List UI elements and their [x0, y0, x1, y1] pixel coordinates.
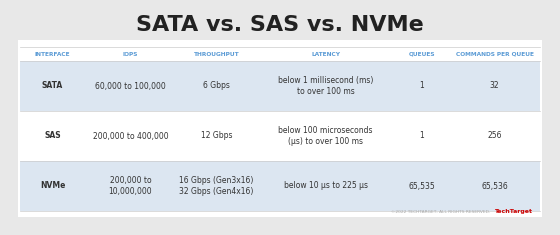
Text: SATA: SATA	[42, 82, 63, 90]
Text: INTERFACE: INTERFACE	[35, 51, 71, 56]
Text: below 10 μs to 225 μs: below 10 μs to 225 μs	[283, 181, 367, 191]
Text: 65,536: 65,536	[481, 181, 508, 191]
Text: QUEUES: QUEUES	[408, 51, 435, 56]
Text: SATA vs. SAS vs. NVMe: SATA vs. SAS vs. NVMe	[136, 15, 424, 35]
Bar	[20, 111, 540, 161]
Text: 65,535: 65,535	[408, 181, 435, 191]
FancyBboxPatch shape	[18, 40, 542, 217]
Text: 200,000 to 400,000: 200,000 to 400,000	[93, 132, 169, 141]
Text: COMMANDS PER QUEUE: COMMANDS PER QUEUE	[455, 51, 534, 56]
Text: TechTarget: TechTarget	[494, 209, 532, 215]
Bar	[20, 61, 540, 111]
Text: 32: 32	[489, 82, 500, 90]
Text: 6 Gbps: 6 Gbps	[203, 82, 230, 90]
Text: 12 Gbps: 12 Gbps	[200, 132, 232, 141]
Text: 1: 1	[419, 82, 424, 90]
Text: LATENCY: LATENCY	[311, 51, 340, 56]
Text: SAS: SAS	[44, 132, 61, 141]
Text: NVMe: NVMe	[40, 181, 65, 191]
Text: THROUGHPUT: THROUGHPUT	[194, 51, 239, 56]
Text: below 1 millisecond (ms)
to over 100 ms: below 1 millisecond (ms) to over 100 ms	[278, 76, 373, 96]
Text: 256: 256	[487, 132, 502, 141]
Text: ©2022 TECHTARGET, ALL RIGHTS RESERVED.: ©2022 TECHTARGET, ALL RIGHTS RESERVED.	[391, 210, 490, 214]
Text: 60,000 to 100,000: 60,000 to 100,000	[95, 82, 166, 90]
Text: 16 Gbps (Gen3x16)
32 Gbps (Gen4x16): 16 Gbps (Gen3x16) 32 Gbps (Gen4x16)	[179, 176, 254, 196]
Text: 1: 1	[419, 132, 424, 141]
Bar	[20, 161, 540, 211]
Text: 200,000 to
10,000,000: 200,000 to 10,000,000	[109, 176, 152, 196]
Text: IOPS: IOPS	[123, 51, 138, 56]
Text: below 100 microseconds
(μs) to over 100 ms: below 100 microseconds (μs) to over 100 …	[278, 126, 373, 146]
